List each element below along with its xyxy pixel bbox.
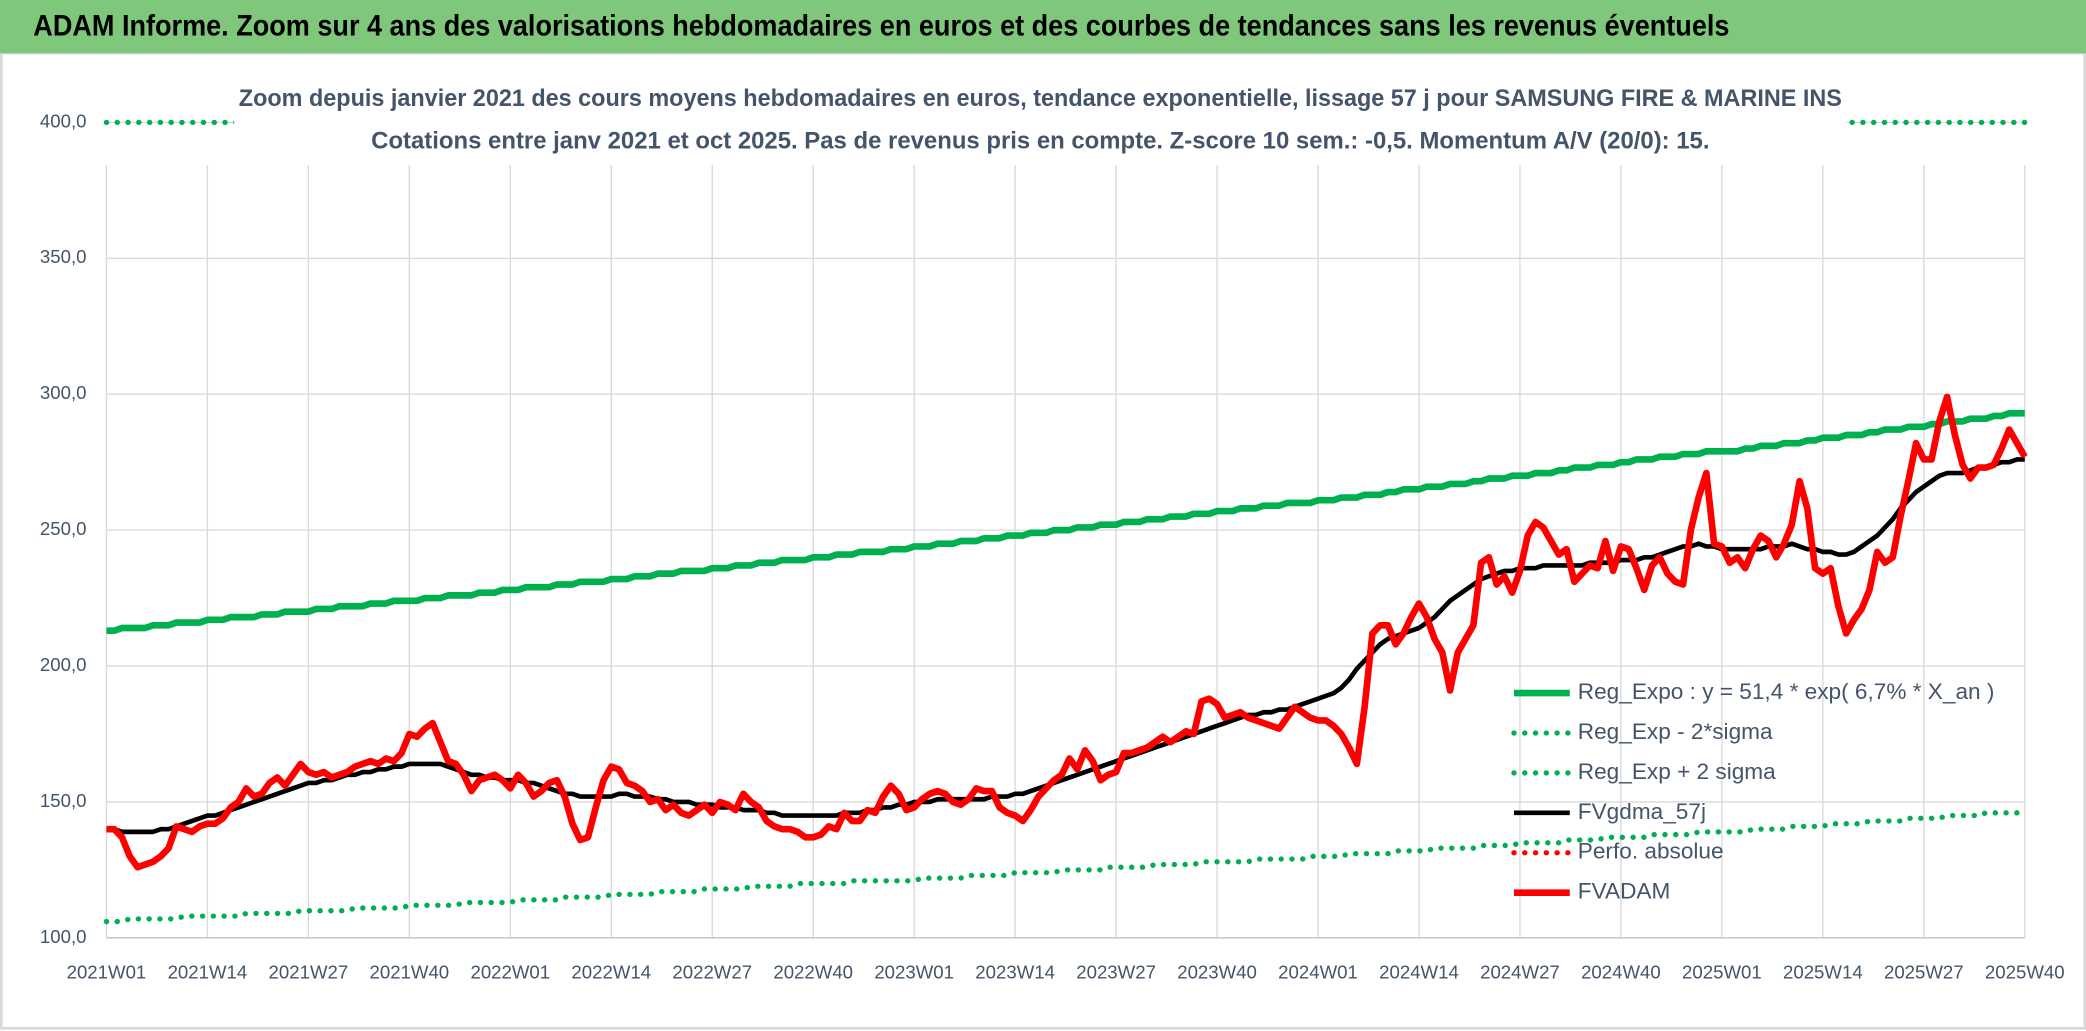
- x-tick-label: 2021W01: [67, 962, 147, 983]
- x-tick-label: 2021W40: [370, 962, 450, 983]
- subtitle: Zoom depuis janvier 2021 des cours moyen…: [239, 85, 1842, 112]
- x-tick-label: 2022W40: [773, 962, 853, 983]
- x-tick-label: 2023W27: [1076, 962, 1156, 983]
- series-line: [106, 393, 2028, 871]
- header-bar: [0, 0, 2086, 54]
- y-tick-label: 250,0: [40, 518, 87, 539]
- x-tick-label: 2022W01: [470, 962, 550, 983]
- x-tick-label: 2024W14: [1379, 962, 1459, 983]
- x-tick-label: 2023W01: [874, 962, 954, 983]
- x-tick-label: 2022W14: [571, 962, 651, 983]
- x-tick-label: 2021W14: [168, 962, 248, 983]
- subtitle: Cotations entre janv 2021 et oct 2025. P…: [371, 128, 1709, 155]
- x-tick-label: 2023W14: [975, 962, 1055, 983]
- series-line: [106, 409, 2025, 635]
- x-tick-label: 2025W14: [1783, 962, 1863, 983]
- legend: Reg_Expo : y = 51,4 * exp( 6,7% * X_an )…: [1511, 679, 1995, 904]
- x-tick-label: 2024W01: [1278, 962, 1358, 983]
- subtitle-background: [234, 77, 1847, 165]
- y-tick-label: 400,0: [40, 110, 87, 131]
- legend-label: Reg_Expo : y = 51,4 * exp( 6,7% * X_an ): [1578, 679, 1995, 704]
- x-tick-label: 2021W27: [269, 962, 349, 983]
- x-tick-label: 2022W27: [672, 962, 752, 983]
- y-tick-label: 300,0: [40, 382, 87, 403]
- y-tick-label: 150,0: [40, 790, 87, 811]
- x-tick-label: 2023W40: [1177, 962, 1257, 983]
- legend-label: Reg_Exp + 2 sigma: [1578, 759, 1776, 784]
- x-tick-label: 2024W27: [1480, 962, 1560, 983]
- legend-label: FVADAM: [1578, 879, 1671, 904]
- legend-label: Perfo. absolue: [1578, 839, 1724, 864]
- y-tick-label: 100,0: [40, 926, 87, 947]
- legend-label: Reg_Exp - 2*sigma: [1578, 719, 1773, 744]
- x-tick-label: 2025W27: [1884, 962, 1964, 983]
- chart-title: ADAM Informe. Zoom sur 4 ans des valoris…: [33, 11, 1729, 43]
- series-line: [103, 810, 2028, 925]
- y-tick-label: 350,0: [40, 246, 87, 267]
- legend-label: FVgdma_57j: [1578, 799, 1706, 824]
- y-tick-label: 200,0: [40, 654, 87, 675]
- x-tick-label: 2025W40: [1985, 962, 2065, 983]
- series-line: [106, 457, 2025, 835]
- x-tick-label: 2025W01: [1682, 962, 1762, 983]
- x-tick-label: 2024W40: [1581, 962, 1661, 983]
